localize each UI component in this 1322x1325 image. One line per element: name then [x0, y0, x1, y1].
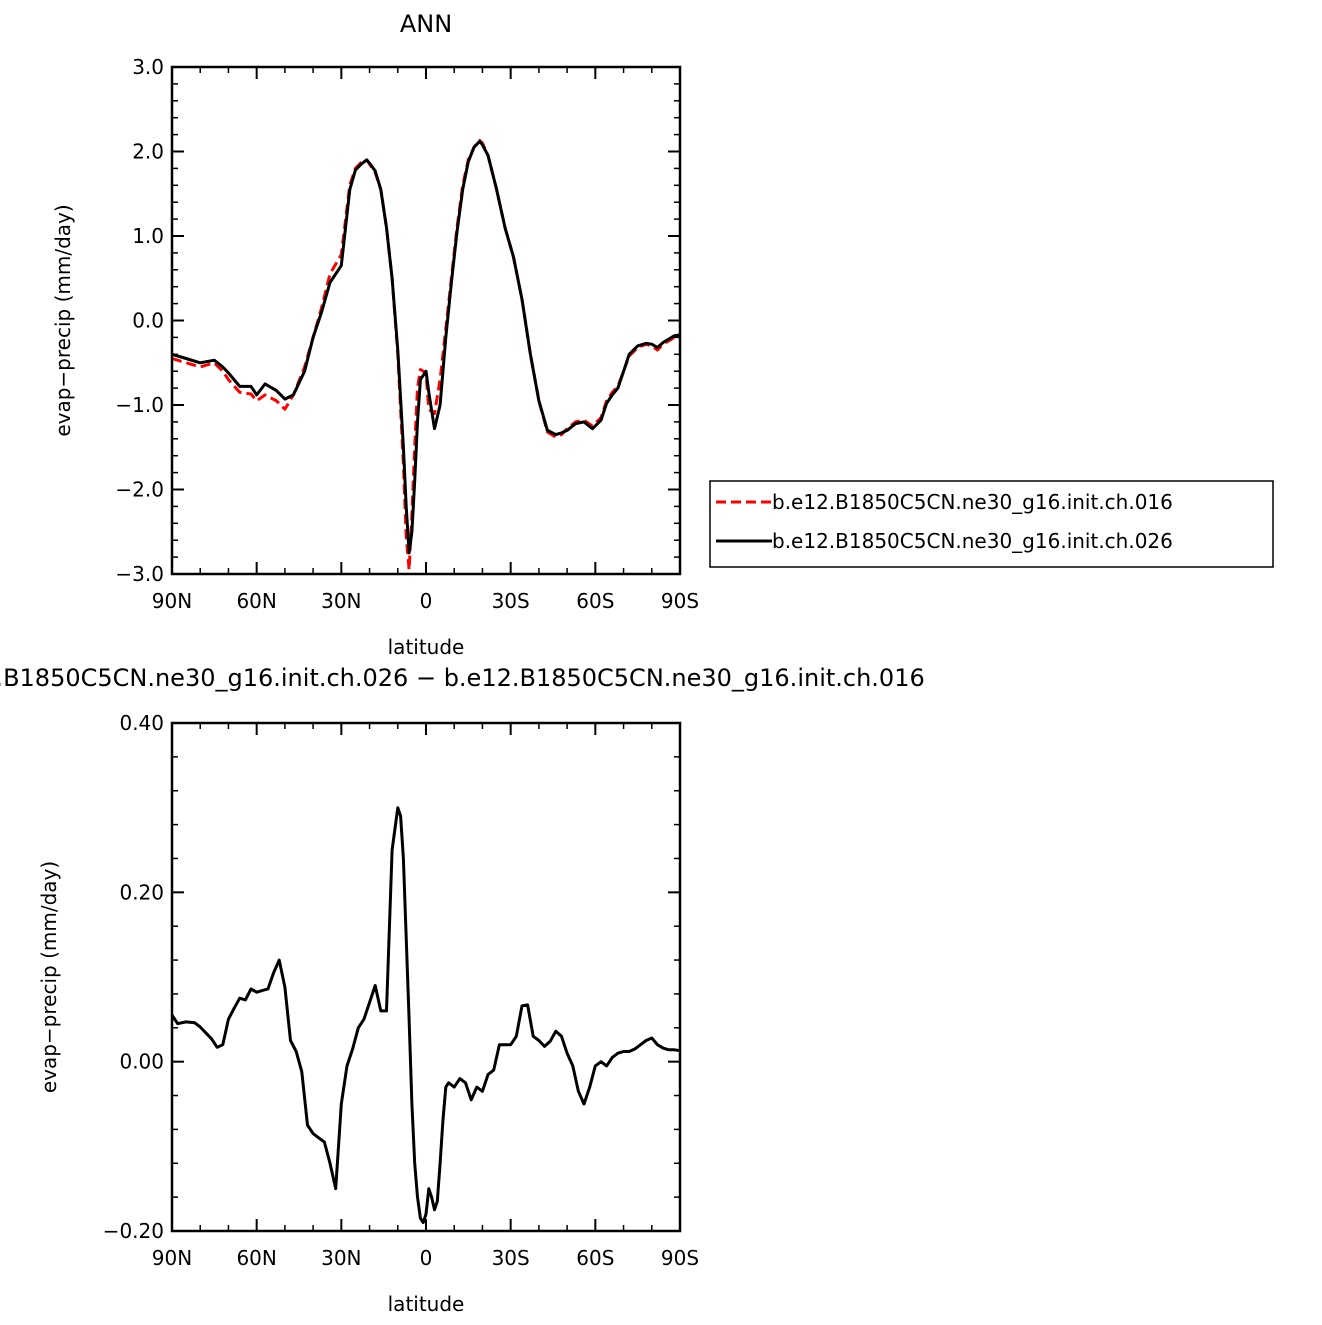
y-tick-label: 0.0	[132, 309, 164, 333]
x-tick-label: 60S	[576, 1246, 614, 1270]
y-tick-label: 1.0	[132, 224, 164, 248]
x-tick-label: 0	[420, 1246, 433, 1270]
plot-frame	[170, 65, 682, 576]
legend-label-016: b.e12.B1850C5CN.ne30_g16.init.ch.016	[772, 490, 1173, 514]
x-tick-label: 60N	[236, 589, 276, 613]
y-axis-title: evap−precip (mm/day)	[51, 204, 75, 436]
y-tick-label: 0.20	[119, 880, 164, 904]
x-tick-label: 90N	[152, 1246, 192, 1270]
bottom-panel: b.e12.B1850C5CN.ne30_g16.init.ch.026 − b…	[0, 664, 925, 1316]
series-line-0	[170, 806, 681, 1224]
y-tick-label: −0.20	[103, 1219, 164, 1243]
x-tick-label: 30N	[321, 589, 361, 613]
legend-label-026: b.e12.B1850C5CN.ne30_g16.init.ch.026	[772, 529, 1173, 553]
y-tick-label: −3.0	[115, 562, 164, 586]
x-tick-label: 60N	[236, 1246, 276, 1270]
legend-box	[709, 480, 1274, 568]
x-tick-label: 30S	[492, 589, 530, 613]
y-tick-label: 0.40	[119, 711, 164, 735]
x-tick-label: 0	[420, 589, 433, 613]
y-tick-label: 3.0	[132, 55, 164, 79]
top-panel: ANN 90N 60N 30N 0 30S 60S 90S −3.0 −2.0 −1.0 0.0 1.0…	[51, 10, 699, 659]
series-line-0	[171, 139, 681, 572]
x-axis-title: latitude	[388, 635, 465, 659]
y-axis-title: evap−precip (mm/day)	[37, 861, 61, 1093]
y-tick-label: −1.0	[115, 393, 164, 417]
x-tick-label: 90N	[152, 589, 192, 613]
y-tick-label: 2.0	[132, 140, 164, 164]
x-axis-title: latitude	[388, 1292, 465, 1316]
x-tick-label: 30N	[321, 1246, 361, 1270]
plot-frame	[170, 721, 682, 1233]
x-tick-label: 90S	[661, 589, 699, 613]
y-tick-label: −2.0	[115, 478, 164, 502]
panel-title: ANN	[400, 10, 452, 38]
y-tick-label: 0.00	[119, 1050, 164, 1074]
panel-title: b.e12.B1850C5CN.ne30_g16.init.ch.026 − b…	[0, 664, 925, 692]
series-line-1	[171, 139, 681, 555]
x-tick-label: 90S	[661, 1246, 699, 1270]
x-tick-label: 30S	[492, 1246, 530, 1270]
legend: b.e12.B1850C5CN.ne30_g16.init.ch.016 b.e…	[709, 480, 1274, 568]
x-tick-label: 60S	[576, 589, 614, 613]
